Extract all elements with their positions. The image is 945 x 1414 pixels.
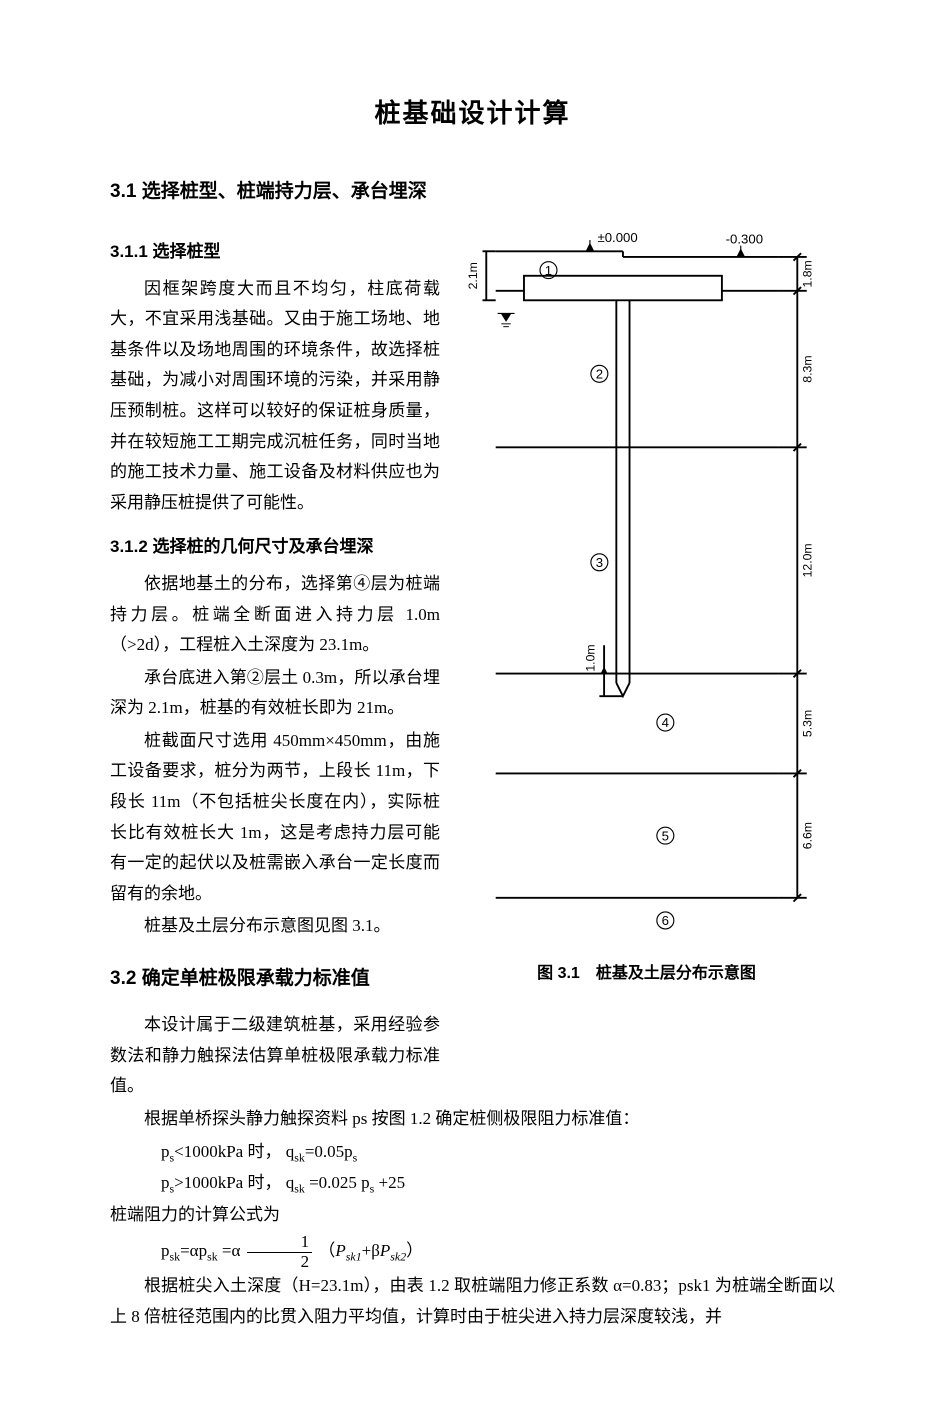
- svg-text:5: 5: [662, 828, 669, 843]
- section-3-2-heading: 3.2 确定单桩极限承载力标准值: [110, 962, 440, 996]
- svg-text:12.0m: 12.0m: [800, 543, 814, 577]
- figure-column: ±0.000 -0.300: [458, 223, 835, 989]
- para-3-1-2-c: 桩截面尺寸选用 450mm×450mm，由施工设备要求，桩分为两节，上段长 11…: [110, 726, 440, 910]
- svg-text:1: 1: [545, 263, 552, 278]
- section-3-1-heading: 3.1 选择桩型、桩端持力层、承台埋深: [110, 175, 835, 209]
- svg-text:4: 4: [662, 715, 669, 730]
- para-3-2-d: 根据桩尖入土深度（H=23.1m），由表 1.2 取桩端阻力修正系数 α=0.8…: [110, 1271, 835, 1332]
- para-3-1-2-b: 承台底进入第②层土 0.3m，所以承台埋深为 2.1m，桩基的有效桩长即为 21…: [110, 663, 440, 724]
- svg-text:3: 3: [596, 555, 603, 570]
- svg-text:6.6m: 6.6m: [800, 822, 814, 849]
- svg-text:8.3m: 8.3m: [800, 355, 814, 382]
- subsection-3-1-2-heading: 3.1.2 选择桩的几何尺寸及承台埋深: [110, 532, 440, 563]
- formula-qsk-a: ps<1000kPa 时， qsk=0.05ps: [110, 1137, 835, 1169]
- svg-text:2.1m: 2.1m: [466, 262, 480, 289]
- formula-qsk-b: ps>1000kPa 时， qsk =0.025 ps +25: [110, 1168, 835, 1200]
- left-text-column: 3.1.1 选择桩型 因框架跨度大而且不均匀，柱底荷载大，不宜采用浅基础。又由于…: [110, 223, 440, 1104]
- para-3-1-1: 因框架跨度大而且不均匀，柱底荷载大，不宜采用浅基础。又由于施工场地、地基条件以及…: [110, 274, 440, 519]
- para-3-2-b: 根据单桥探头静力触探资料 ps 按图 1.2 确定桩侧极限阻力标准值：: [110, 1104, 835, 1135]
- elev-left-label: ±0.000: [597, 230, 637, 245]
- svg-text:5.3m: 5.3m: [800, 710, 814, 737]
- svg-text:1.8m: 1.8m: [800, 260, 814, 287]
- document-title: 桩基础设计计算: [110, 90, 835, 137]
- document-page: 桩基础设计计算 3.1 选择桩型、桩端持力层、承台埋深 3.1.1 选择桩型 因…: [0, 0, 945, 1414]
- two-column-layout: 3.1.1 选择桩型 因框架跨度大而且不均匀，柱底荷载大，不宜采用浅基础。又由于…: [110, 223, 835, 1104]
- para-3-1-2-d: 桩基及土层分布示意图见图 3.1。: [110, 911, 440, 942]
- figure-3-1-caption: 图 3.1 桩基及土层分布示意图: [458, 960, 835, 989]
- para-3-2-c: 桩端阻力的计算公式为: [110, 1200, 835, 1231]
- para-3-2-a: 本设计属于二级建筑桩基，采用经验参数法和静力触探法估算单桩极限承载力标准值。: [110, 1010, 440, 1102]
- svg-text:2: 2: [596, 366, 603, 381]
- para-3-1-2-a: 依据地基土的分布，选择第④层为桩端持力层。桩端全断面进入持力层 1.0m（>2d…: [110, 569, 440, 661]
- subsection-3-1-1-heading: 3.1.1 选择桩型: [110, 237, 440, 268]
- svg-text:6: 6: [662, 913, 669, 928]
- svg-text:1.0m: 1.0m: [584, 644, 598, 671]
- figure-3-1-svg: ±0.000 -0.300: [458, 223, 835, 939]
- formula-psk: psk=αpsk =α 12 （Psk1+βPsk2）: [110, 1233, 835, 1271]
- elev-right-label: -0.300: [726, 232, 763, 247]
